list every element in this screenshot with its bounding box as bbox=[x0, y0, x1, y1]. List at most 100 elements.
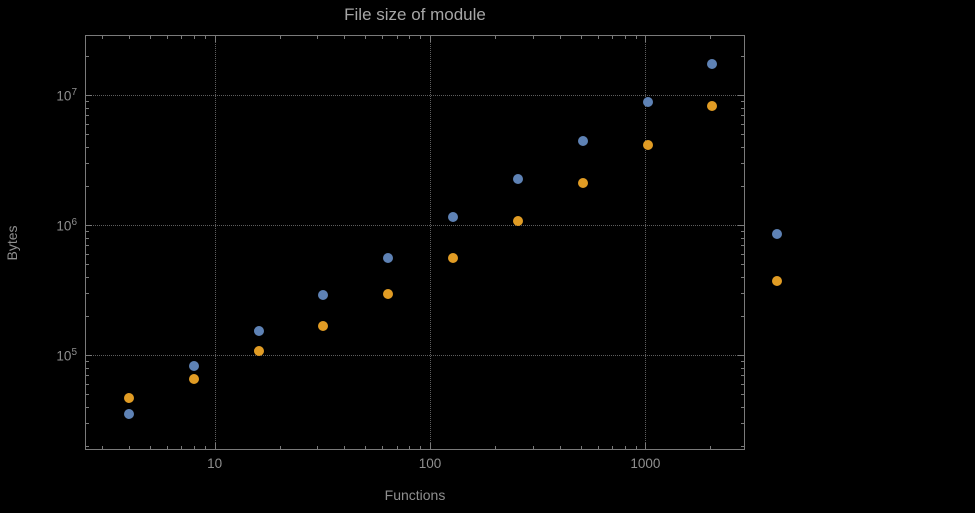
y-axis-label: Bytes bbox=[4, 225, 20, 261]
y-tick-mark bbox=[86, 394, 89, 396]
x-tick-mark bbox=[181, 36, 183, 39]
x-tick-mark bbox=[409, 446, 411, 449]
x-tick-mark bbox=[128, 36, 130, 39]
y-tick-mark bbox=[741, 123, 744, 125]
data-point-orange bbox=[707, 100, 718, 111]
y-tick-mark bbox=[86, 245, 89, 247]
y-tick-mark bbox=[741, 361, 744, 362]
y-tick-mark bbox=[86, 445, 89, 447]
y-tick-mark bbox=[86, 423, 89, 425]
y-tick-mark bbox=[86, 237, 89, 239]
y-tick-mark bbox=[741, 383, 744, 385]
x-tick-mark bbox=[317, 446, 319, 449]
x-tick-mark bbox=[645, 36, 647, 42]
y-gridline bbox=[86, 225, 744, 227]
y-gridline bbox=[86, 95, 744, 97]
x-tick-mark bbox=[624, 446, 626, 449]
x-tick-mark bbox=[559, 36, 561, 39]
y-tick-mark bbox=[741, 237, 744, 239]
x-tick-mark bbox=[317, 36, 319, 39]
data-point-orange bbox=[123, 392, 134, 403]
data-point-orange bbox=[253, 346, 264, 357]
y-tick-mark bbox=[738, 355, 744, 357]
y-tick-mark bbox=[86, 95, 92, 97]
x-gridline bbox=[430, 36, 432, 449]
y-tick-mark bbox=[86, 253, 89, 255]
y-tick-mark bbox=[741, 55, 744, 57]
x-tick-mark bbox=[344, 36, 346, 39]
data-point-blue bbox=[318, 289, 329, 300]
x-tick-mark bbox=[193, 446, 195, 449]
x-tick-label: 10 bbox=[207, 456, 223, 471]
data-point-blue bbox=[383, 252, 394, 263]
x-tick-mark bbox=[102, 446, 104, 449]
x-axis-label: Functions bbox=[384, 487, 446, 503]
data-point-blue bbox=[188, 361, 199, 372]
y-tick-mark bbox=[741, 185, 744, 187]
data-point-orange bbox=[448, 252, 459, 263]
y-tick-mark bbox=[738, 225, 744, 227]
y-tick-mark bbox=[86, 367, 89, 369]
x-tick-mark bbox=[420, 36, 422, 39]
x-tick-mark bbox=[532, 446, 534, 449]
x-tick-mark bbox=[396, 446, 398, 449]
x-tick-mark bbox=[645, 443, 647, 449]
y-tick-mark bbox=[741, 231, 744, 233]
y-tick-mark bbox=[86, 123, 89, 125]
x-tick-mark bbox=[214, 36, 216, 42]
plot-frame bbox=[85, 35, 745, 450]
y-tick-mark bbox=[741, 107, 744, 109]
x-tick-mark bbox=[494, 36, 496, 39]
data-point-orange bbox=[512, 216, 523, 227]
x-tick-mark bbox=[128, 446, 130, 449]
y-tick-mark bbox=[86, 185, 89, 187]
x-tick-mark bbox=[166, 446, 168, 449]
x-tick-mark bbox=[365, 446, 367, 449]
y-tick-mark bbox=[86, 264, 89, 266]
x-tick-mark bbox=[624, 36, 626, 39]
y-tick-mark bbox=[741, 367, 744, 369]
y-tick-mark bbox=[86, 355, 92, 357]
x-tick-mark bbox=[420, 446, 422, 449]
y-tick-mark bbox=[86, 163, 89, 165]
y-tick-mark bbox=[741, 293, 744, 295]
x-tick-mark bbox=[597, 446, 599, 449]
y-tick-label: 105 bbox=[56, 346, 77, 364]
y-tick-mark bbox=[86, 375, 89, 377]
y-tick-mark bbox=[741, 245, 744, 247]
x-tick-mark bbox=[149, 36, 151, 39]
y-tick-mark bbox=[86, 115, 89, 117]
y-tick-mark bbox=[86, 315, 89, 317]
y-tick-mark bbox=[738, 95, 744, 97]
data-point-orange bbox=[772, 276, 783, 287]
chart-title: File size of module bbox=[344, 5, 486, 24]
x-tick-label: 1000 bbox=[630, 456, 661, 471]
x-tick-mark bbox=[430, 443, 432, 449]
data-point-blue bbox=[772, 228, 783, 239]
y-gridline bbox=[86, 355, 744, 357]
x-tick-mark bbox=[149, 446, 151, 449]
x-tick-mark bbox=[344, 446, 346, 449]
y-tick-mark bbox=[86, 276, 89, 278]
y-tick-mark bbox=[741, 163, 744, 165]
y-tick-mark bbox=[86, 55, 89, 57]
x-tick-mark bbox=[204, 446, 206, 449]
y-tick-mark bbox=[86, 383, 89, 385]
y-tick-mark bbox=[86, 134, 89, 136]
x-tick-mark bbox=[532, 36, 534, 39]
x-tick-mark bbox=[597, 36, 599, 39]
y-tick-label: 106 bbox=[56, 216, 77, 234]
x-tick-mark bbox=[382, 446, 384, 449]
y-tick-mark bbox=[741, 253, 744, 255]
y-tick-mark bbox=[741, 423, 744, 425]
x-tick-mark bbox=[580, 36, 582, 39]
y-tick-mark bbox=[741, 445, 744, 447]
y-tick-mark bbox=[741, 394, 744, 396]
x-tick-mark bbox=[204, 36, 206, 39]
y-tick-mark bbox=[86, 361, 89, 362]
x-tick-mark bbox=[102, 36, 104, 39]
x-tick-mark bbox=[193, 36, 195, 39]
x-tick-mark bbox=[409, 36, 411, 39]
x-tick-mark bbox=[559, 446, 561, 449]
